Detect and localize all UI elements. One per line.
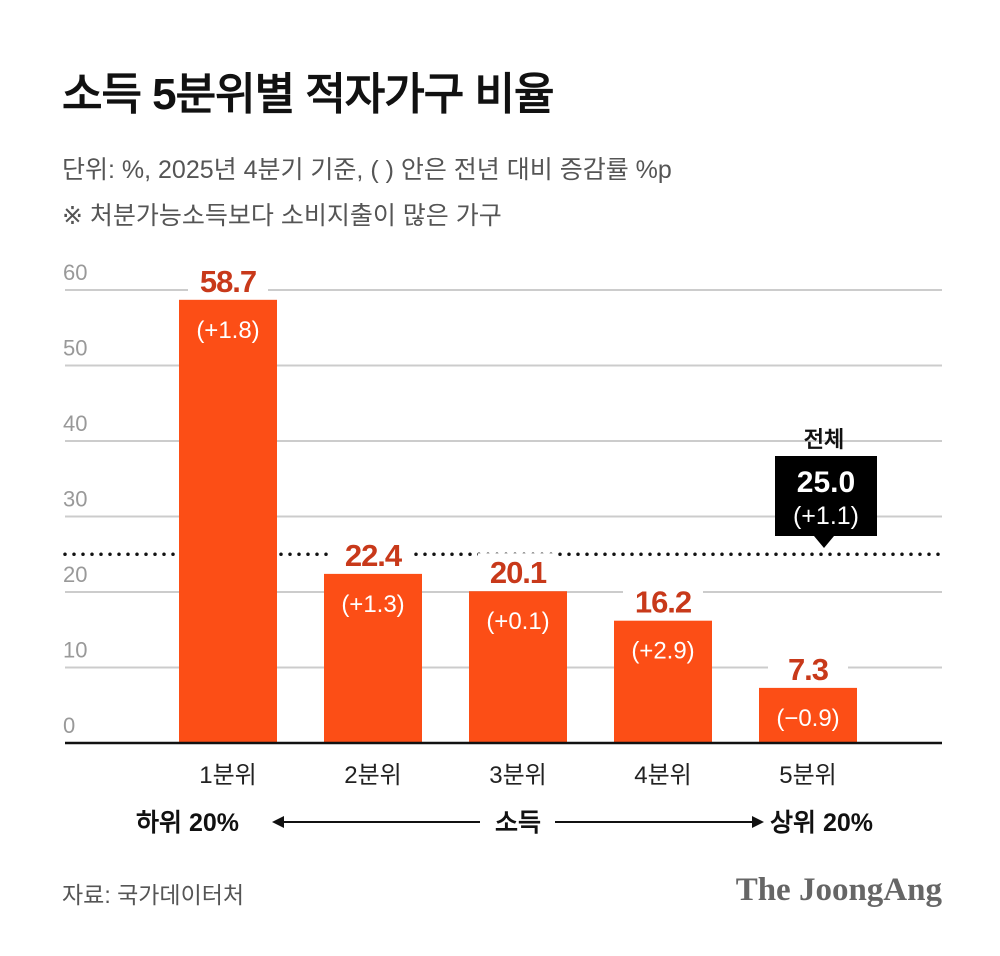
bar-chart: 0 10 20 30 40 50 60 58.7 (+1.8) 1분위 22.4 (+1.3) 2분위 2… [63,260,944,837]
value-label: 58.7 [200,264,256,299]
change-label: (+1.3) [341,591,404,618]
y-tick-label: 30 [63,487,87,512]
y-tick-label: 0 [63,713,75,738]
x-tick-label: 4분위 [634,762,692,789]
value-label-bg [768,649,848,684]
reference-change-label: (+1.1) [793,502,859,530]
reference-callout-box [775,456,877,536]
value-label-bg [623,582,703,617]
x-tick-label: 3분위 [489,762,547,789]
change-label: (+0.1) [486,608,549,635]
change-label: (−0.9) [776,705,839,732]
y-tick-label: 40 [63,411,87,436]
value-label: 20.1 [490,555,547,590]
value-label-bg [333,535,413,570]
value-label: 16.2 [635,585,691,620]
value-label-bg [188,261,268,296]
bar [469,591,567,743]
change-label: (+2.9) [631,638,694,665]
y-tick-label: 20 [63,562,87,587]
bar [324,573,422,743]
logo: The JoongAng [735,872,942,908]
x-tick-label: 5분위 [779,762,837,789]
y-tick-label: 60 [63,260,87,285]
chart-subtitle: 단위: %, 2025년 4분기 기준, ( ) 안은 전년 대비 증감률 %p [62,156,672,184]
bar [614,620,712,743]
y-tick-label: 10 [63,638,87,663]
axis-annotation-right: 상위 20% [770,809,873,837]
axis-annotation-center: 소득 [495,809,541,837]
y-tick-label: 50 [63,336,87,361]
source-text: 자료: 국가데이터처 [62,882,245,908]
chart-note: ※ 처분가능소득보다 소비지출이 많은 가구 [62,202,502,230]
arrow-right-icon [752,816,764,828]
change-label: (+1.8) [196,317,259,344]
bar [179,299,277,743]
reference-name-label: 전체 [804,427,844,452]
x-tick-label: 2분위 [344,762,402,789]
reference-value-label: 25.0 [797,466,855,499]
arrow-left-icon [272,816,284,828]
bar [759,687,857,743]
value-label: 7.3 [788,652,829,687]
callout-pointer [814,536,834,548]
value-label: 22.4 [345,538,403,573]
value-label-bg [478,553,558,588]
chart-title: 소득 5분위별 적자가구 비율 [62,70,554,119]
axis-annotation-left: 하위 20% [136,809,239,837]
x-tick-label: 1분위 [199,762,257,789]
